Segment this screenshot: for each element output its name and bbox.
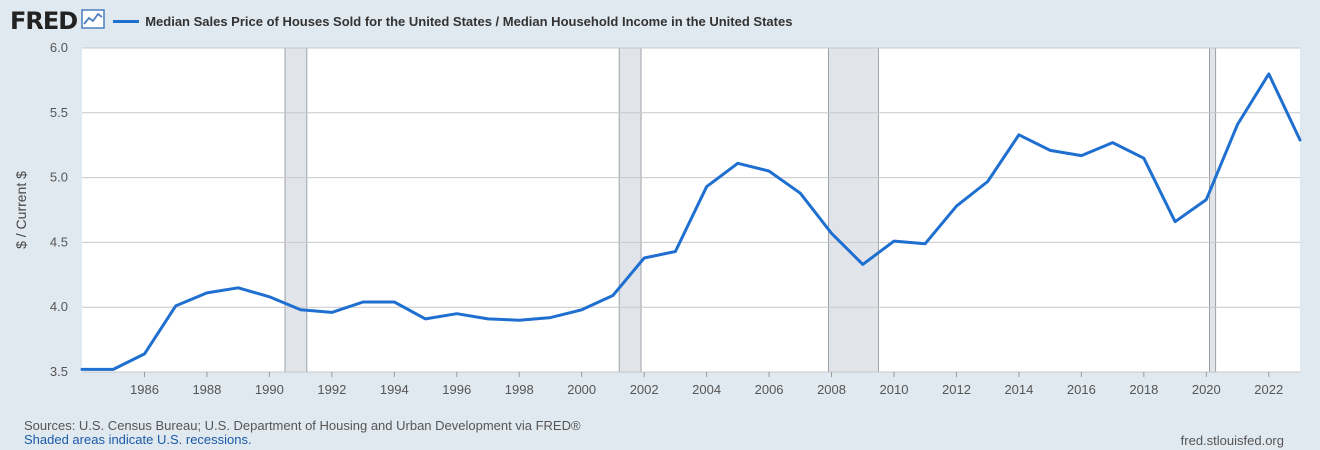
x-tick-label: 1986 — [130, 382, 159, 397]
series-line[interactable] — [80, 72, 1302, 371]
recession-note-link[interactable]: Shaded areas indicate U.S. recessions. — [24, 432, 252, 447]
legend[interactable]: Median Sales Price of Houses Sold for th… — [113, 14, 792, 29]
y-tick-label: 4.5 — [50, 234, 68, 249]
x-tick-label: 1998 — [505, 382, 534, 397]
recession-band — [1209, 47, 1217, 373]
x-tick-label: 2006 — [755, 382, 784, 397]
legend-swatch — [113, 19, 140, 23]
plot-background — [82, 48, 1300, 372]
x-axis: 1986 1988 1990 1992 1994 1996 1998 2000 2002 2004… — [130, 372, 1283, 397]
footer-sources: Sources: U.S. Census Bureau; U.S. Depart… — [24, 419, 581, 447]
y-tick-label: 3.5 — [50, 364, 68, 379]
y-axis: 3.5 4.0 4.5 5.0 5.5 6.0 — [50, 40, 68, 379]
fred-logo[interactable]: FRED — [10, 7, 78, 35]
x-tick-label: 2008 — [817, 382, 846, 397]
x-tick-label: 2000 — [567, 382, 596, 397]
x-tick-label: 2018 — [1129, 382, 1158, 397]
x-tick-label: 2002 — [630, 382, 659, 397]
y-tick-label: 4.0 — [50, 299, 68, 314]
x-tick-label: 2022 — [1254, 382, 1283, 397]
site-url[interactable]: fred.stlouisfed.org — [1180, 433, 1284, 448]
y-tick-label: 5.0 — [50, 170, 68, 185]
y-tick-label: 6.0 — [50, 40, 68, 55]
recession-band — [618, 47, 642, 373]
recession-band — [284, 47, 308, 373]
x-tick-label: 1990 — [255, 382, 284, 397]
x-tick-label: 2014 — [1004, 382, 1033, 397]
recession-bands — [284, 47, 1217, 373]
x-tick-label: 2012 — [942, 382, 971, 397]
x-tick-label: 2016 — [1067, 382, 1096, 397]
fred-chart-icon — [81, 8, 105, 34]
chart-header: FRED Median Sales Price of Houses Sold f… — [10, 6, 792, 36]
x-tick-label: 2020 — [1192, 382, 1221, 397]
x-tick-label: 2004 — [692, 382, 721, 397]
sources-text: Sources: U.S. Census Bureau; U.S. Depart… — [24, 418, 581, 433]
x-tick-label: 1988 — [192, 382, 221, 397]
x-tick-label: 1992 — [317, 382, 346, 397]
x-tick-label: 1994 — [380, 382, 409, 397]
legend-label: Median Sales Price of Houses Sold for th… — [145, 13, 793, 29]
y-tick-label: 5.5 — [50, 105, 68, 120]
recession-band — [828, 47, 879, 373]
y-axis-label: $ / Current $ — [13, 171, 29, 249]
gridlines — [82, 47, 1300, 373]
x-tick-label: 2010 — [880, 382, 909, 397]
x-tick-label: 1996 — [442, 382, 471, 397]
